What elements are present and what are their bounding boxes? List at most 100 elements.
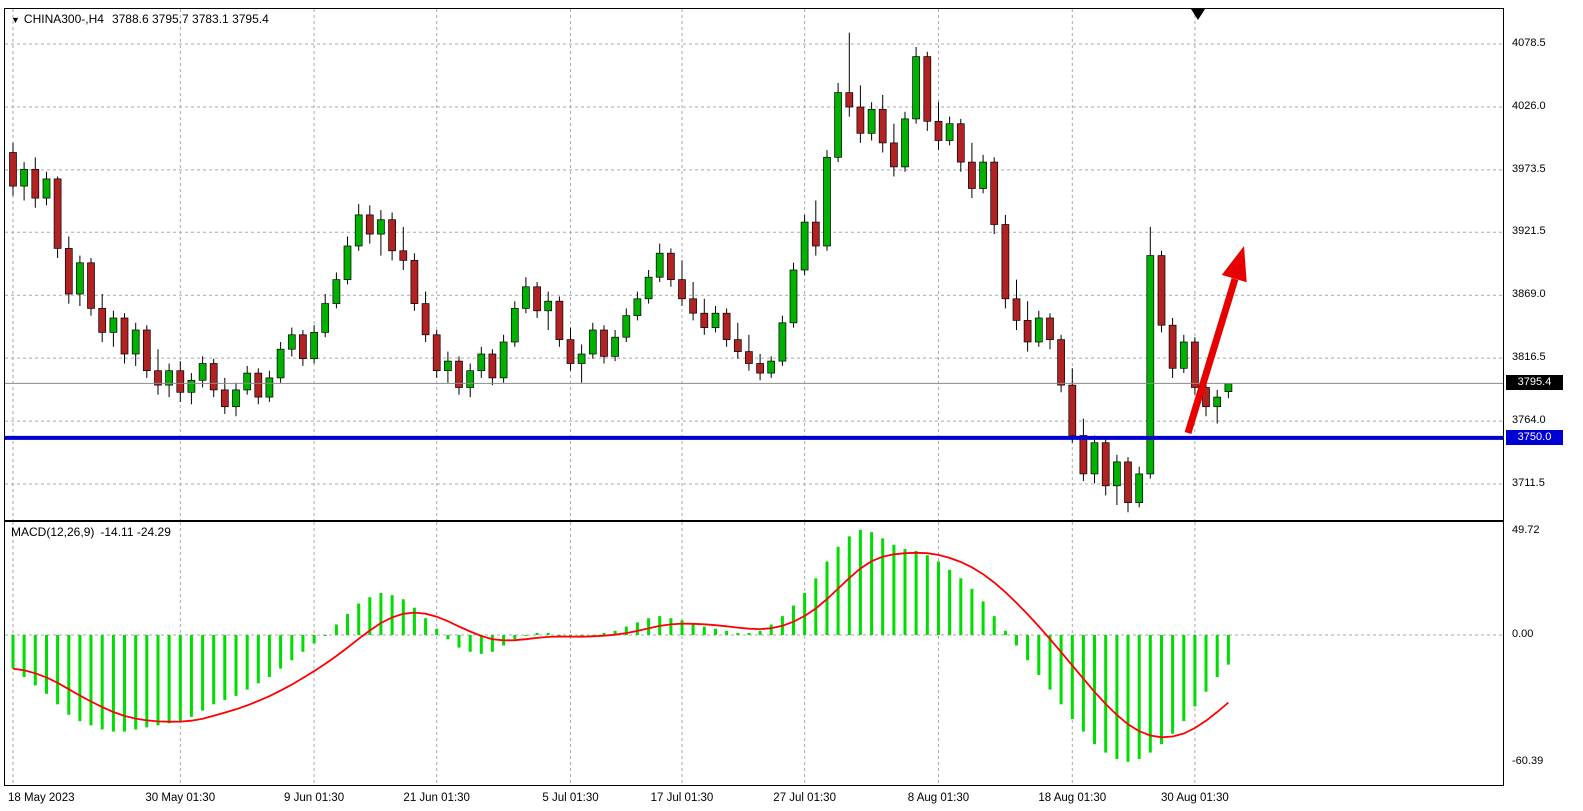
candle: [176, 370, 185, 393]
candles-group: [9, 32, 1233, 513]
candle: [923, 56, 932, 122]
candle: [901, 118, 909, 168]
time-axis-label: 21 Jun 01:30: [403, 792, 470, 804]
candle: [410, 260, 419, 304]
shift-marker-icon[interactable]: [1191, 9, 1205, 20]
price-axis-label: 3711.5: [1512, 477, 1545, 489]
candle: [42, 178, 51, 199]
candle: [76, 262, 84, 295]
candle: [154, 370, 162, 386]
candle: [510, 308, 519, 343]
candle: [198, 363, 207, 381]
time-axis-label: 18 Aug 01:30: [1038, 792, 1107, 804]
candle: [789, 269, 798, 324]
candle: [120, 317, 129, 355]
candle: [655, 252, 664, 278]
candle: [20, 168, 28, 187]
candle: [811, 221, 820, 247]
candle: [700, 312, 709, 328]
candle: [1090, 442, 1099, 475]
candle: [566, 339, 575, 364]
price-axis-label: 4026.0: [1512, 100, 1546, 112]
candle: [1079, 435, 1088, 475]
price-axis-label: 3921.5: [1512, 225, 1546, 238]
candle: [354, 214, 363, 247]
candle: [577, 353, 586, 364]
candle: [1168, 324, 1177, 369]
candle: [432, 334, 441, 372]
candle: [254, 372, 263, 398]
support-level-badge: 3750.0: [1506, 429, 1563, 445]
candle: [1068, 384, 1077, 436]
candle: [1001, 224, 1010, 300]
time-axis-label: 5 Jul 01:30: [542, 792, 599, 804]
candle: [890, 142, 898, 168]
candle: [388, 219, 396, 252]
candle: [845, 92, 854, 108]
candle: [622, 315, 631, 338]
candle: [834, 92, 842, 158]
candle: [64, 248, 73, 295]
candle: [232, 389, 240, 408]
candle: [287, 334, 296, 350]
candle: [956, 123, 965, 163]
candle: [1034, 317, 1043, 343]
candle: [1179, 341, 1188, 369]
candle: [499, 341, 508, 379]
candle: [912, 56, 920, 120]
candle: [1101, 442, 1110, 487]
candle: [767, 360, 776, 374]
candle: [343, 245, 352, 280]
price-axis-label: 4078.5: [1512, 37, 1546, 49]
candle: [979, 161, 987, 189]
time-axis-label: 30 May 01:30: [145, 792, 216, 804]
candle: [165, 370, 173, 386]
price-axis[interactable]: 4078.5 4026.0 3973.5 3921.5 3869.0 3816.5 3764…: [1506, 0, 1583, 811]
candle: [644, 276, 653, 300]
candle: [1191, 341, 1199, 388]
macd-axis-label: 0.00: [1512, 628, 1534, 640]
candle: [756, 363, 764, 374]
candle: [633, 298, 642, 316]
time-axis-label: 17 Jul 01:30: [650, 792, 714, 804]
candle: [588, 329, 597, 355]
candle: [733, 339, 742, 352]
candle: [533, 286, 541, 312]
expand-arrow-icon[interactable]: ▼: [11, 15, 20, 25]
candle: [265, 377, 274, 398]
candle: [745, 351, 753, 364]
candle: [1213, 396, 1222, 408]
candle: [299, 334, 307, 360]
candle: [522, 286, 530, 309]
time-axis[interactable]: 18 May 2023 30 May 01:30 9 Jun 01:30 21 Jun…: [0, 790, 1583, 811]
time-axis-label: 8 Aug 01:30: [907, 792, 970, 804]
trend-arrow[interactable]: [1184, 246, 1247, 435]
macd-signal-line: [12, 551, 1229, 739]
time-axis-label: 18 May 2023: [8, 792, 75, 804]
candle: [878, 109, 887, 144]
macd-pane[interactable]: MACD(12,26,9) -14.11 -24.29: [4, 521, 1504, 786]
price-axis-label: 3869.0: [1512, 288, 1546, 301]
price-axis-label: 3764.0: [1512, 414, 1546, 427]
candle: [321, 303, 330, 333]
candle: [276, 348, 285, 379]
candle: [1057, 339, 1065, 386]
candle: [421, 303, 430, 336]
current-price-badge: 3795.4: [1506, 375, 1563, 391]
time-axis-label: 27 Jul 01:30: [773, 792, 836, 804]
candle: [1124, 461, 1132, 503]
price-chart-canvas[interactable]: [5, 9, 1503, 520]
candle: [209, 363, 218, 391]
candle: [823, 156, 831, 247]
ohlc-readout: ▼ CHINA300-,H4 3788.6 3795.7 3783.1 3795.4: [11, 12, 269, 26]
ohlc-values: 3788.6 3795.7 3783.1 3795.4: [111, 12, 269, 26]
candle: [220, 389, 229, 408]
candle: [87, 262, 95, 309]
macd-grid: [5, 522, 1503, 785]
candle: [990, 161, 999, 225]
candle: [332, 279, 341, 304]
macd-canvas[interactable]: [5, 522, 1503, 785]
candle: [778, 322, 787, 362]
candle: [466, 370, 475, 388]
price-pane[interactable]: ▼ CHINA300-,H4 3788.6 3795.7 3783.1 3795.4: [4, 8, 1504, 521]
